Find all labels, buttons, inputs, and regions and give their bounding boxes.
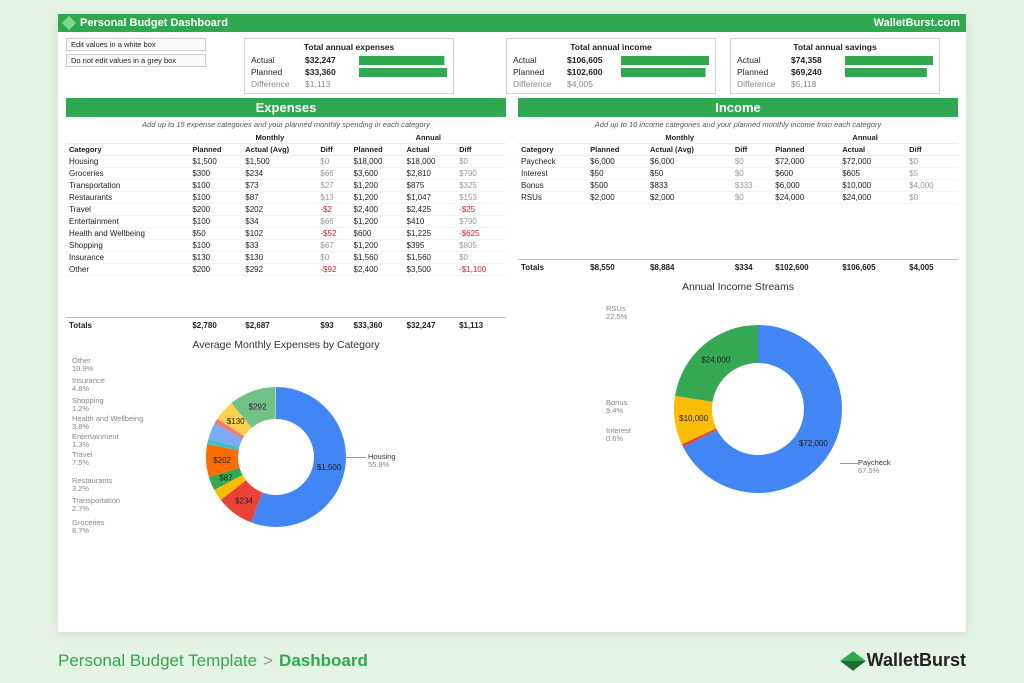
- table-row[interactable]: Shopping$100$33$67$1,200$395$805: [66, 240, 506, 252]
- income-table[interactable]: MonthlyAnnualCategoryPlannedActual (Avg)…: [518, 132, 958, 273]
- expenses-header: Expenses: [66, 98, 506, 117]
- svg-text:$130: $130: [227, 417, 245, 426]
- footer-brand: WalletBurst: [867, 650, 966, 671]
- table-row[interactable]: Groceries$300$234$66$3,600$2,810$790: [66, 168, 506, 180]
- summary-row: Edit values in a white box Do not edit v…: [58, 32, 966, 98]
- income-chart-title: Annual Income Streams: [518, 281, 958, 293]
- income-header: Income: [518, 98, 958, 117]
- page-title: Personal Budget Dashboard: [80, 17, 228, 29]
- total-expenses-box: Total annual expensesActual$32,247Planne…: [244, 38, 454, 94]
- breadcrumb-footer: Personal Budget Template > Dashboard Wal…: [58, 650, 966, 671]
- svg-text:$10,000: $10,000: [679, 414, 708, 423]
- brand-link[interactable]: WalletBurst.com: [874, 17, 960, 29]
- table-row[interactable]: Health and Wellbeing$50$102-$52$600$1,22…: [66, 228, 506, 240]
- svg-text:$72,000: $72,000: [799, 439, 828, 448]
- expenses-panel: Expenses Add up to 15 expense categories…: [66, 98, 506, 547]
- total-savings-box: Total annual savingsActual$74,358Planned…: [730, 38, 940, 94]
- breadcrumb-sep: >: [263, 651, 273, 671]
- table-row[interactable]: Entertainment$100$34$66$1,200$410$790: [66, 216, 506, 228]
- svg-text:$87: $87: [219, 474, 233, 483]
- hint-grey: Do not edit values in a grey box: [66, 54, 206, 67]
- table-row[interactable]: Housing$1,500$1,500$0$18,000$18,000$0: [66, 156, 506, 168]
- expenses-subheader: Add up to 15 expense categories and your…: [66, 117, 506, 132]
- table-row[interactable]: Insurance$130$130$0$1,560$1,560$0: [66, 252, 506, 264]
- svg-text:$1,500: $1,500: [317, 463, 342, 472]
- table-row[interactable]: Restaurants$100$87$13$1,200$1,047$153: [66, 192, 506, 204]
- table-row[interactable]: Other$200$292-$92$2,400$3,500-$1,100: [66, 264, 506, 276]
- hint-white: Edit values in a white box: [66, 38, 206, 51]
- income-panel: Income Add up to 10 income categories an…: [518, 98, 958, 547]
- hints: Edit values in a white box Do not edit v…: [66, 38, 206, 94]
- income-chart: $72,000$10,000$24,000RSUs22.5%Bonus9.4%I…: [518, 299, 958, 489]
- table-row[interactable]: RSUs$2,000$2,000$0$24,000$24,000$0: [518, 192, 958, 204]
- table-row[interactable]: Bonus$500$833$333$6,000$10,000$4,000: [518, 180, 958, 192]
- svg-text:$234: $234: [235, 496, 253, 505]
- income-subheader: Add up to 10 income categories and your …: [518, 117, 958, 132]
- svg-text:$24,000: $24,000: [701, 356, 730, 365]
- dashboard-sheet: Personal Budget Dashboard WalletBurst.co…: [58, 14, 966, 632]
- breadcrumb-2[interactable]: Dashboard: [279, 651, 368, 671]
- footer-diamond-icon: [840, 651, 866, 670]
- expenses-table[interactable]: MonthlyAnnualCategoryPlannedActual (Avg)…: [66, 132, 506, 331]
- table-row[interactable]: Paycheck$6,000$6,000$0$72,000$72,000$0: [518, 156, 958, 168]
- title-bar: Personal Budget Dashboard WalletBurst.co…: [58, 14, 966, 32]
- expenses-chart-title: Average Monthly Expenses by Category: [66, 339, 506, 351]
- table-row[interactable]: Interest$50$50$0$600$605$5: [518, 168, 958, 180]
- expenses-chart: $1,500$234$87$202$130$292Other10.9%Insur…: [66, 357, 506, 547]
- logo-diamond-icon: [62, 16, 76, 30]
- total-income-box: Total annual incomeActual$106,605Planned…: [506, 38, 716, 94]
- svg-text:$292: $292: [249, 402, 267, 411]
- breadcrumb-1[interactable]: Personal Budget Template: [58, 651, 257, 671]
- table-row[interactable]: Transportation$100$73$27$1,200$875$325: [66, 180, 506, 192]
- footer-logo[interactable]: WalletBurst: [845, 650, 966, 671]
- table-row[interactable]: Travel$200$202-$2$2,400$2,425-$25: [66, 204, 506, 216]
- svg-text:$202: $202: [213, 456, 231, 465]
- panels-row: Expenses Add up to 15 expense categories…: [58, 98, 966, 547]
